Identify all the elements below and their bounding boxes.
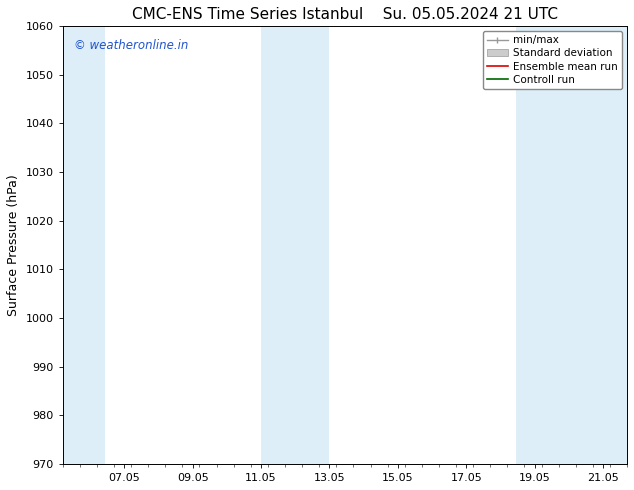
Legend: min/max, Standard deviation, Ensemble mean run, Controll run: min/max, Standard deviation, Ensemble me… [482, 31, 622, 89]
Title: CMC-ENS Time Series Istanbul    Su. 05.05.2024 21 UTC: CMC-ENS Time Series Istanbul Su. 05.05.2… [132, 7, 558, 22]
Text: © weatheronline.in: © weatheronline.in [74, 39, 188, 52]
Bar [516, 26, 627, 464]
Y-axis label: Surface Pressure (hPa): Surface Pressure (hPa) [7, 174, 20, 316]
Bar [261, 26, 330, 464]
Bar [63, 26, 105, 464]
